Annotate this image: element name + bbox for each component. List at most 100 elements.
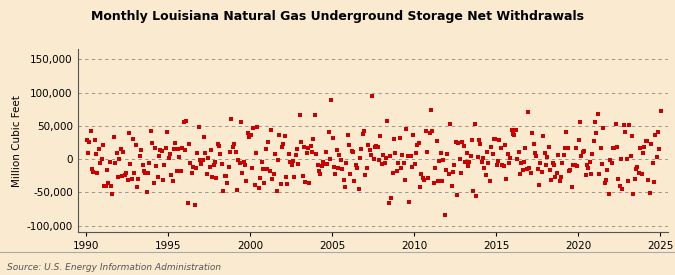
Point [646,142,657,146]
Point [634,145,645,150]
Point [317,163,327,168]
Point [190,166,201,170]
Point [458,143,469,148]
Point [531,154,542,158]
Y-axis label: Million Cubic Feet: Million Cubic Feet [12,95,22,187]
Point [624,123,634,128]
Point [337,167,348,171]
Point [543,144,554,149]
Point [248,126,259,130]
Point [505,156,516,161]
Point [331,148,342,152]
Point [148,181,159,186]
Point [556,175,566,179]
Point [614,184,625,188]
Point [445,122,456,126]
Point [97,142,108,147]
Point [356,147,367,151]
Point [275,182,286,186]
Point [601,178,612,182]
Point [429,180,439,185]
Point [650,133,661,138]
Point [345,172,356,176]
Point [84,140,95,144]
Point [294,112,305,117]
Point [465,153,476,158]
Point [155,148,166,152]
Point [649,180,659,184]
Point [81,138,92,142]
Point [140,171,151,176]
Point [182,201,193,205]
Point [126,177,137,181]
Point [193,125,204,129]
Point [568,162,578,167]
Point [254,176,265,181]
Point [425,131,435,136]
Point [149,146,160,150]
Point [367,94,377,98]
Point [605,158,616,163]
Point [562,146,573,150]
Point [460,160,470,164]
Point [167,179,178,184]
Point [184,142,194,146]
Text: Source: U.S. Energy Information Administration: Source: U.S. Energy Information Administ… [7,263,221,272]
Point [92,171,103,175]
Point [250,151,261,155]
Point [510,128,521,132]
Point [205,148,216,152]
Point [535,161,546,165]
Point [643,178,654,182]
Point [501,177,512,181]
Point [365,152,376,157]
Point [461,151,472,155]
Point [185,160,196,165]
Point [154,154,165,159]
Point [107,192,118,196]
Point [218,188,229,193]
Point [405,153,416,158]
Point [400,178,410,182]
Point [342,133,353,137]
Point [478,156,489,160]
Point [310,152,321,156]
Point [121,171,132,175]
Point [506,128,517,132]
Point [603,192,614,196]
Point [572,164,583,168]
Point [449,163,460,168]
Point [457,140,468,144]
Point [202,156,213,161]
Point [281,175,292,180]
Point [136,148,146,153]
Point [173,147,184,151]
Point [114,157,125,162]
Point [473,138,484,142]
Point [197,158,208,162]
Point [306,149,317,154]
Point [329,164,340,169]
Point [292,147,302,151]
Point [318,159,329,164]
Point [383,200,394,205]
Point [253,185,264,190]
Point [394,136,405,140]
Point [469,122,480,127]
Point [539,151,550,156]
Point [477,160,487,164]
Point [431,138,442,143]
Point [288,159,298,164]
Point [495,146,506,150]
Point [413,141,424,145]
Point [645,191,655,195]
Point [256,160,267,164]
Point [578,149,589,153]
Point [189,203,200,207]
Point [124,131,134,136]
Point [259,181,269,185]
Point [122,178,133,183]
Point [109,135,119,139]
Point [401,127,412,131]
Point [192,150,202,155]
